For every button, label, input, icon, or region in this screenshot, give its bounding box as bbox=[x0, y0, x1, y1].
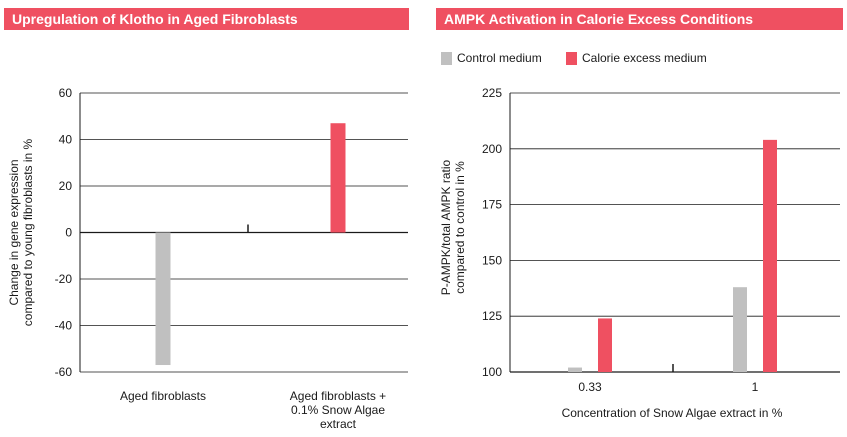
chart2-title: AMPK Activation in Calorie Excess Condit… bbox=[436, 8, 843, 30]
chart1-y-tick-label: -20 bbox=[55, 272, 73, 286]
legend-swatch-control bbox=[441, 51, 452, 65]
chart1-y-tick-label: 40 bbox=[59, 133, 73, 147]
chart1-x-tick-label: Aged fibroblasts bbox=[120, 389, 206, 403]
chart2-x-axis-label: Concentration of Snow Algae extract in % bbox=[562, 406, 783, 420]
chart1-y-axis-label: Change in gene expression bbox=[7, 159, 21, 305]
chart2-bar bbox=[568, 367, 582, 372]
chart1-x-tick-label: 0.1% Snow Algae bbox=[291, 403, 385, 417]
chart1-y-axis-label: compared to young fibroblasts in % bbox=[21, 138, 35, 326]
chart2-y-tick-label: 125 bbox=[482, 309, 502, 323]
legend-label-control: Control medium bbox=[457, 51, 542, 65]
chart2-x-tick-label: 1 bbox=[752, 380, 759, 394]
chart2-bar bbox=[733, 287, 747, 372]
chart2-y-tick-label: 200 bbox=[482, 142, 502, 156]
chart2-bar bbox=[598, 318, 612, 372]
chart1-y-tick-label: 60 bbox=[59, 86, 73, 100]
chart1-x-tick-label: Aged fibroblasts + bbox=[290, 389, 386, 403]
chart1-y-tick-label: -60 bbox=[55, 365, 73, 379]
chart2-y-axis-label: compared to control in % bbox=[453, 161, 467, 294]
chart1-y-tick-label: -40 bbox=[55, 319, 73, 333]
chart1-y-tick-label: 20 bbox=[59, 179, 73, 193]
chart2-y-axis-label: P-AMPK/total AMPK ratio bbox=[439, 159, 453, 295]
legend-swatch-calorie-excess bbox=[566, 51, 577, 65]
legend-item-control: Control medium bbox=[441, 51, 542, 65]
chart1-y-tick-label: 0 bbox=[65, 226, 72, 240]
chart2-y-tick-label: 100 bbox=[482, 365, 502, 379]
chart1-bar bbox=[155, 232, 171, 366]
chart2-y-tick-label: 175 bbox=[482, 198, 502, 212]
legend-label-calorie-excess: Calorie excess medium bbox=[582, 51, 707, 65]
legend-item-calorie-excess: Calorie excess medium bbox=[566, 51, 707, 65]
chart1-bar bbox=[330, 123, 346, 233]
chart2-y-tick-label: 150 bbox=[482, 253, 502, 267]
chart2-bar bbox=[763, 139, 777, 372]
chart2-x-tick-label: 0.33 bbox=[578, 380, 602, 394]
chart1-x-tick-label: extract bbox=[320, 417, 357, 431]
chart1-title: Upregulation of Klotho in Aged Fibroblas… bbox=[4, 8, 409, 30]
chart2-y-tick-label: 225 bbox=[482, 86, 502, 100]
